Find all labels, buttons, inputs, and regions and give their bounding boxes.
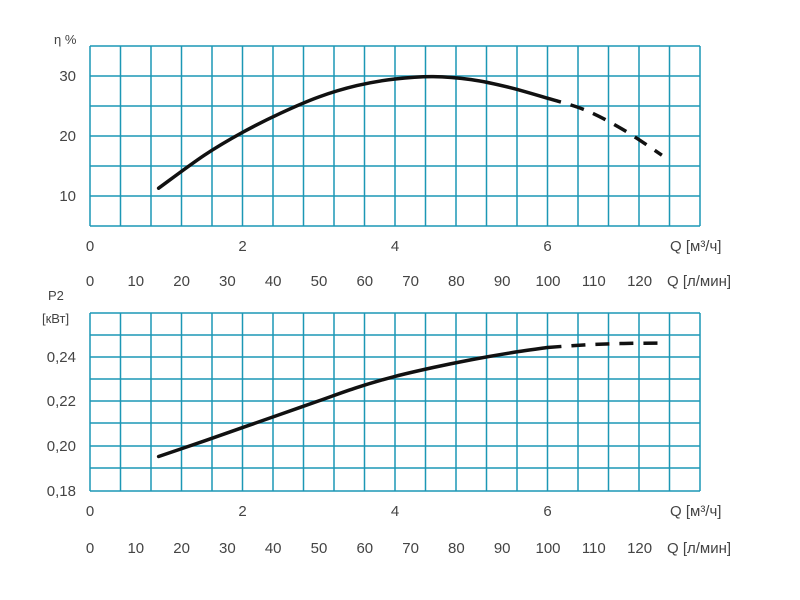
x-tick-label-lmin: 10 [127,540,144,557]
y-tick-label: 30 [59,68,76,85]
x-tick-label-m3h: 6 [543,238,551,255]
curve-measured [156,345,550,459]
x-tick-label-lmin: 40 [265,273,282,290]
x-tick-label-lmin: 120 [627,273,652,290]
x-tick-label-lmin: 90 [494,540,511,557]
x-tick-label-lmin: 0 [86,540,94,557]
x-tick-label-lmin: 50 [311,540,328,557]
x-tick-label-m3h: 0 [86,503,94,520]
x-tick-label-m3h: 6 [543,503,551,520]
x-tick-label-m3h: 4 [391,503,399,520]
x-axis-label-lmin: Q [л/мин] [667,273,731,290]
x-axis-label-m3h: Q [м³/ч] [670,503,721,520]
x-tick-label-lmin: 40 [265,540,282,557]
x-tick-label-lmin: 120 [627,540,652,557]
x-axis-label-lmin: Q [л/мин] [667,540,731,557]
x-tick-label-m3h: 2 [238,503,246,520]
x-tick-label-lmin: 80 [448,273,465,290]
x-tick-label-lmin: 110 [582,273,606,290]
x-tick-label-lmin: 50 [311,273,328,290]
x-tick-label-lmin: 30 [219,540,236,557]
x-tick-label-lmin: 60 [356,540,373,557]
x-tick-label-lmin: 0 [86,273,94,290]
x-tick-label-lmin: 60 [356,273,373,290]
curve-measured [156,74,550,190]
y-axis-label-unit: [кВт] [42,311,69,326]
x-tick-label-m3h: 2 [238,238,246,255]
x-tick-label-m3h: 4 [391,238,399,255]
x-tick-label-lmin: 100 [535,273,560,290]
x-tick-label-lmin: 10 [127,273,144,290]
x-tick-label-lmin: 20 [173,273,190,290]
x-tick-label-lmin: 80 [448,540,465,557]
y-tick-label: 20 [59,128,76,145]
x-tick-label-lmin: 30 [219,273,236,290]
x-tick-label-lmin: 100 [535,540,560,557]
x-tick-label-lmin: 70 [402,540,419,557]
power-chart: P2 [кВт] 0,18 0,20 0,22 0,24 0 2 4 6 Q [м³/ч] 0 10 20… [42,288,731,557]
x-axis-label-m3h: Q [м³/ч] [670,238,721,255]
x-tick-label-lmin: 90 [494,273,511,290]
y-axis-label: η % [54,32,77,47]
x-tick-label-lmin: 70 [402,273,419,290]
efficiency-chart: η % 10 20 30 0 2 4 6 Q [м³/ч] 0 10 20 30 40 50 60 70 80 90… [54,32,731,290]
y-tick-label: 0,18 [47,483,76,500]
x-tick-label-lmin: 110 [582,540,606,557]
curve-extrapolated [546,96,663,157]
x-tick-label-m3h: 0 [86,238,94,255]
y-axis-label: P2 [48,288,64,303]
y-tick-label: 0,24 [47,349,76,366]
y-tick-label: 10 [59,188,76,205]
curve-extrapolated [547,341,662,350]
y-tick-label: 0,22 [47,393,76,410]
y-tick-label: 0,20 [47,438,76,455]
x-tick-label-lmin: 20 [173,540,190,557]
